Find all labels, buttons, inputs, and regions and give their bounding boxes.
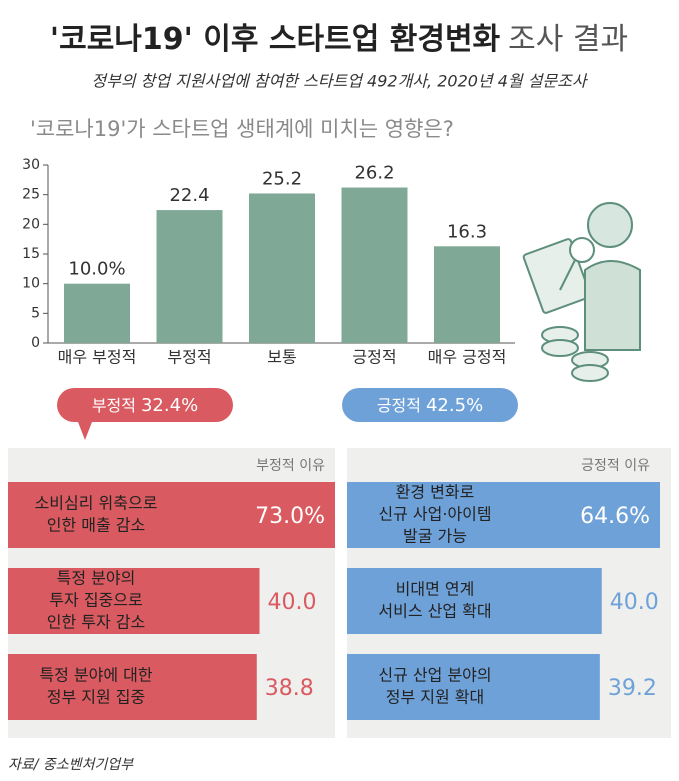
category-label: 투자 집중으로: [49, 591, 142, 610]
category-label: 발굴 가능: [403, 527, 467, 546]
title-group: '코로나19' 이후 스타트업 환경변화 조사 결과: [50, 22, 628, 57]
category-label: 특정 분야의: [57, 569, 136, 588]
x-tick-label: 부정적: [167, 348, 211, 367]
category-label: 신규 산업 분야의: [378, 666, 491, 685]
summary-value: 32.4%: [141, 395, 198, 416]
x-tick-label: 보통: [267, 348, 296, 367]
value-label: 64.6%: [580, 504, 650, 529]
value-label: 40.0: [268, 590, 317, 615]
bar: [347, 654, 600, 720]
summary-pill: [342, 388, 518, 422]
category-label: 환경 변화로: [396, 483, 475, 502]
summary-label: 부정적 32.4%: [92, 395, 198, 416]
category-label: 정부 지원 확대: [386, 688, 485, 707]
source: 자료/ 중소벤처기업부: [8, 757, 134, 773]
y-tick-label: 10: [22, 276, 40, 292]
title-light: 조사 결과: [508, 22, 628, 57]
value-label: 26.2: [354, 163, 394, 184]
category-label: 비대면 연계: [396, 580, 475, 599]
bar: [347, 568, 602, 634]
x-tick-label: 매우 부정적: [58, 348, 137, 367]
bar: [8, 568, 260, 634]
summary-value: 42.5%: [426, 395, 483, 416]
illustration: [522, 202, 641, 382]
value-label: 10.0%: [68, 259, 125, 280]
summary-name: 긍정적: [377, 396, 421, 415]
bar: [64, 283, 130, 343]
bar: [341, 187, 408, 343]
x-tick-label: 매우 긍정적: [428, 348, 507, 367]
pointer: [78, 422, 92, 440]
y-tick-label: 5: [31, 305, 40, 321]
value-label: 38.8: [265, 676, 314, 701]
value-label: 40.0: [610, 590, 659, 615]
category-label: 신규 사업·아이템: [378, 505, 491, 524]
summary-label: 긍정적 42.5%: [377, 395, 483, 416]
y-tick-label: 20: [22, 216, 40, 232]
y-tick-label: 0: [31, 335, 40, 351]
summary-name: 부정적: [92, 396, 136, 415]
y-tick-label: 30: [22, 157, 40, 173]
bar: [249, 193, 315, 343]
bar: [347, 482, 660, 548]
y-tick-label: 25: [22, 187, 40, 203]
value-label: 73.0%: [255, 504, 325, 529]
category-label: 인한 매출 감소: [47, 516, 146, 535]
panel-title: 긍정적 이유: [581, 458, 650, 474]
category-label: 소비심리 위축으로: [35, 494, 158, 513]
value-label: 22.4: [169, 185, 209, 206]
title: '코로나19' 이후 스타트업 환경변화: [50, 22, 501, 57]
chart-title: '코로나19'가 스타트업 생태계에 미치는 영향은?: [30, 117, 454, 141]
x-tick-label: 긍정적: [352, 348, 396, 367]
y-tick-label: 15: [22, 246, 40, 262]
summary-pill: [57, 388, 233, 422]
value-label: 39.2: [608, 676, 657, 701]
bar: [156, 210, 223, 343]
category-label: 서비스 산업 확대: [378, 602, 491, 621]
bar: [8, 482, 335, 548]
category-label: 특정 분야에 대한: [39, 666, 152, 685]
category-label: 인한 투자 감소: [47, 613, 146, 632]
panel-title: 부정적 이유: [256, 458, 325, 474]
bar: [8, 654, 257, 720]
category-label: 정부 지원 집중: [47, 688, 146, 707]
bar: [434, 246, 500, 343]
subtitle: 정부의 창업 지원사업에 참여한 스타트업 492개사, 2020년 4월 설문…: [91, 72, 588, 91]
value-label: 16.3: [447, 221, 487, 242]
value-label: 25.2: [262, 168, 302, 189]
